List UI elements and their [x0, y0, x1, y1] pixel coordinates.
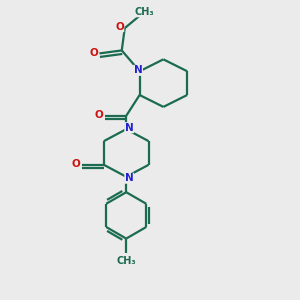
Text: N: N: [134, 65, 142, 75]
Text: O: O: [72, 159, 81, 169]
Text: CH₃: CH₃: [134, 7, 154, 17]
Text: O: O: [115, 22, 124, 32]
Text: O: O: [89, 48, 98, 58]
Text: N: N: [125, 123, 134, 133]
Text: O: O: [94, 110, 103, 120]
Text: CH₃: CH₃: [116, 256, 136, 266]
Text: N: N: [125, 173, 134, 183]
